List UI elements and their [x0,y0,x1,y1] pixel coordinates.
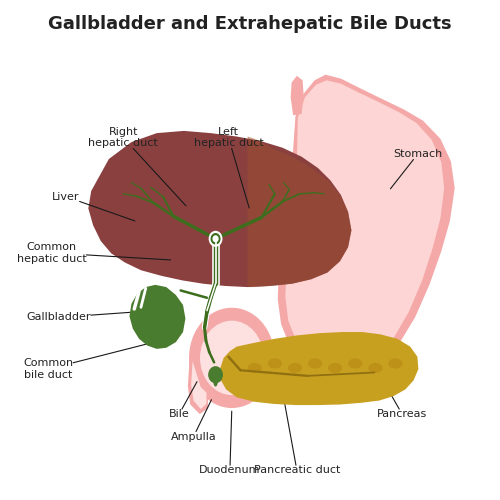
Ellipse shape [308,358,322,368]
Ellipse shape [388,358,402,368]
Ellipse shape [214,378,218,386]
Text: Ampulla: Ampulla [170,400,216,442]
Text: Left
hepatic duct: Left hepatic duct [194,127,264,208]
Text: Duodenum: Duodenum [199,411,260,476]
Circle shape [213,236,218,242]
Text: Pancreas: Pancreas [370,358,427,419]
Circle shape [212,234,220,244]
Polygon shape [88,131,352,287]
Polygon shape [188,358,208,414]
Text: Gallbladder and Extrahepatic Bile Ducts: Gallbladder and Extrahepatic Bile Ducts [48,15,452,33]
Polygon shape [191,361,206,409]
Text: Bile: Bile [169,382,197,419]
Text: Stomach: Stomach [390,150,442,189]
Circle shape [200,322,263,394]
Polygon shape [220,332,418,405]
Text: Right
hepatic duct: Right hepatic duct [88,127,186,206]
Text: Gallbladder: Gallbladder [26,311,150,322]
Text: Liver: Liver [52,192,135,221]
Ellipse shape [288,363,302,373]
Circle shape [209,367,222,382]
Polygon shape [286,80,444,377]
Polygon shape [248,136,352,287]
Text: Pancreatic duct: Pancreatic duct [254,394,340,475]
Ellipse shape [348,358,362,368]
Text: Common
bile duct: Common bile duct [23,340,160,380]
Ellipse shape [368,363,382,373]
Ellipse shape [268,358,282,368]
Polygon shape [290,76,304,115]
Ellipse shape [328,363,342,373]
Text: Common
hepatic duct: Common hepatic duct [16,242,171,264]
Polygon shape [130,285,186,349]
Ellipse shape [248,363,262,373]
Polygon shape [278,74,454,386]
Circle shape [190,308,274,408]
Circle shape [210,232,222,246]
